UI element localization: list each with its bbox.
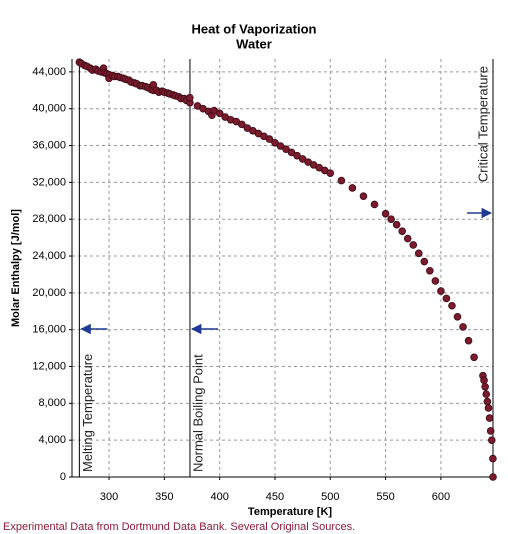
data-point: [271, 138, 279, 147]
data-point: [459, 323, 467, 331]
data-point: [392, 220, 401, 229]
data-point: [437, 287, 445, 295]
x-tick-label: 450: [266, 491, 284, 503]
data-point: [487, 436, 496, 444]
data-point: [489, 473, 497, 481]
y-tick-label: 8,000: [38, 397, 66, 409]
data-point: [442, 294, 451, 303]
data-point: [326, 169, 335, 177]
chart-title: Heat of Vaporization: [192, 21, 317, 36]
data-point: [282, 145, 290, 154]
data-point: [482, 390, 491, 398]
data-point: [483, 397, 492, 406]
y-tick-label: 0: [60, 471, 66, 483]
data-point: [370, 200, 379, 209]
data-point: [298, 155, 307, 163]
data-point: [485, 414, 494, 422]
x-tick-label: 350: [155, 491, 173, 503]
data-point: [293, 151, 301, 160]
data-point: [489, 454, 497, 463]
chart-subtitle: Water: [236, 36, 272, 51]
data-point: [431, 277, 440, 285]
data-point: [484, 404, 493, 412]
data-point: [359, 192, 368, 200]
y-tick-label: 20,000: [32, 287, 66, 299]
y-tick-label: 16,000: [32, 324, 66, 336]
x-tick-label: 600: [432, 491, 450, 503]
data-point: [276, 142, 285, 150]
data-point: [486, 427, 495, 435]
y-axis-label: Molar Enthalpy [J/mol]: [10, 209, 22, 327]
data-point: [414, 249, 423, 258]
data-point: [348, 184, 357, 192]
x-tick-label: 400: [210, 491, 228, 503]
x-axis-label: Temperature [K]: [248, 506, 332, 518]
data-point: [480, 376, 488, 385]
y-tick-label: 32,000: [32, 176, 66, 188]
data-point: [398, 227, 406, 235]
x-tick-label: 550: [376, 491, 394, 503]
data-point: [387, 215, 395, 224]
x-tick-label: 500: [321, 491, 339, 503]
y-tick-label: 40,000: [32, 103, 66, 115]
y-tick-label: 24,000: [32, 250, 66, 262]
data-point: [464, 336, 473, 345]
data-point: [149, 80, 158, 89]
reference-label: Critical Temperature: [475, 66, 490, 182]
data-point: [237, 120, 246, 129]
reference-label: Melting Temperature: [80, 354, 95, 472]
x-tick-label: 300: [100, 491, 118, 503]
reference-label: Normal Boiling Point: [190, 354, 205, 472]
y-tick-label: 4,000: [38, 434, 66, 446]
y-tick-label: 36,000: [32, 139, 66, 151]
data-point: [448, 301, 456, 310]
data-point: [420, 257, 429, 266]
data-point: [265, 135, 274, 143]
data-point: [403, 234, 412, 243]
y-tick-label: 28,000: [32, 213, 66, 225]
data-point: [481, 382, 489, 391]
data-point: [337, 176, 346, 185]
data-point: [470, 353, 478, 362]
data-point: [287, 148, 296, 157]
data-point: [186, 93, 194, 102]
data-point: [215, 109, 224, 118]
footer: Experimental Data from Dortmund Data Ban…: [3, 521, 355, 533]
data-point: [426, 266, 434, 275]
data-point: [453, 312, 462, 321]
y-tick-label: 12,000: [32, 360, 66, 372]
data-point: [381, 209, 390, 218]
y-tick-label: 44,000: [32, 66, 66, 78]
data-point: [409, 241, 418, 249]
